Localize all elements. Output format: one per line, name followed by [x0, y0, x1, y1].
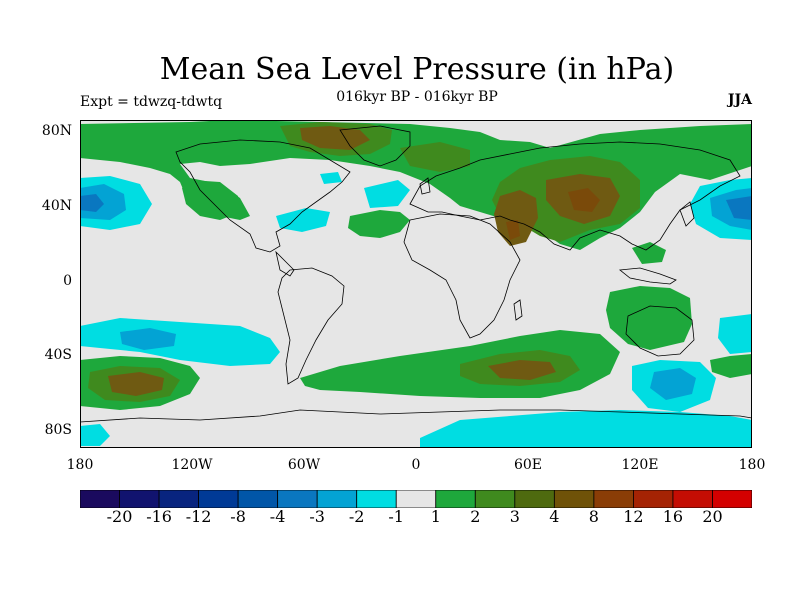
- colorbar-label-2: -12: [185, 507, 212, 526]
- map-frame: [80, 120, 752, 448]
- colorbar-label-1: -16: [146, 507, 172, 526]
- lat-label-40n: 40N: [41, 198, 72, 214]
- colorbar-label-11: 4: [549, 507, 560, 526]
- colorbar-box-4: [237, 490, 279, 508]
- colorbar-label-10: 3: [509, 507, 520, 526]
- colorbar-label-7: -1: [388, 507, 404, 526]
- colorbar-box-2: [158, 490, 199, 508]
- colorbar-box-12: [553, 490, 595, 508]
- chart-title: Mean Sea Level Pressure (in hPa): [159, 52, 675, 87]
- colorbar-box-0: [80, 490, 120, 508]
- colorbar-box-14: [633, 490, 674, 508]
- colorbar-box-13: [593, 490, 634, 508]
- colorbar-box-16: [712, 490, 752, 508]
- colorbar-box-7: [356, 490, 397, 508]
- chart-subtitle: 016kyr BP - 016kyr BP: [336, 89, 498, 105]
- positive-anomaly-level-4-regions: [506, 188, 600, 240]
- negative-anomaly-level-3-regions: [80, 194, 752, 220]
- colorbar-box-15: [672, 490, 713, 508]
- colorbar-box-10: [474, 490, 516, 508]
- lon-label-180w: 180: [66, 457, 94, 473]
- pressure-map: [80, 120, 752, 448]
- colorbar-box-5: [277, 490, 318, 508]
- colorbar-label-14: 16: [662, 507, 684, 526]
- colorbar-label-8: 1: [430, 507, 441, 526]
- colorbar-label-4: -4: [269, 507, 286, 526]
- colorbar-label-15: 20: [702, 507, 723, 526]
- lat-label-40s: 40S: [44, 347, 72, 363]
- colorbar-label-9: 2: [470, 507, 481, 526]
- colorbar-label-12: 8: [588, 507, 599, 526]
- lon-label-60e: 60E: [513, 457, 543, 473]
- lon-label-0: 0: [411, 457, 421, 473]
- colorbar-box-9: [435, 490, 476, 508]
- season-label: JJA: [727, 92, 752, 108]
- lon-label-180e: 180: [738, 457, 766, 473]
- colorbar-box-1: [119, 490, 160, 508]
- colorbar-box-11: [514, 490, 555, 508]
- lon-label-60w: 60W: [287, 457, 321, 473]
- colorbar-box-6: [316, 490, 358, 508]
- colorbar-label-5: -3: [309, 507, 325, 526]
- colorbar-label-0: -20: [106, 507, 133, 526]
- lat-label-80s: 80S: [44, 422, 72, 438]
- lon-label-120w: 120W: [171, 457, 213, 473]
- lon-label-120e: 120E: [621, 457, 659, 473]
- coastlines: [80, 125, 752, 423]
- experiment-label: Expt = tdwzq-tdwtq: [80, 94, 223, 110]
- lat-label-80n: 80N: [41, 123, 72, 139]
- colorbar-label-6: -2: [348, 507, 365, 526]
- lat-label-0: 0: [63, 273, 72, 289]
- colorbar-label-13: 12: [623, 507, 644, 526]
- colorbar-box-3: [198, 490, 239, 508]
- negative-anomaly-level-2-regions: [80, 184, 752, 400]
- colorbar-label-3: -8: [230, 507, 246, 526]
- colorbar-box-8: [395, 490, 437, 508]
- colorbar: [80, 490, 752, 508]
